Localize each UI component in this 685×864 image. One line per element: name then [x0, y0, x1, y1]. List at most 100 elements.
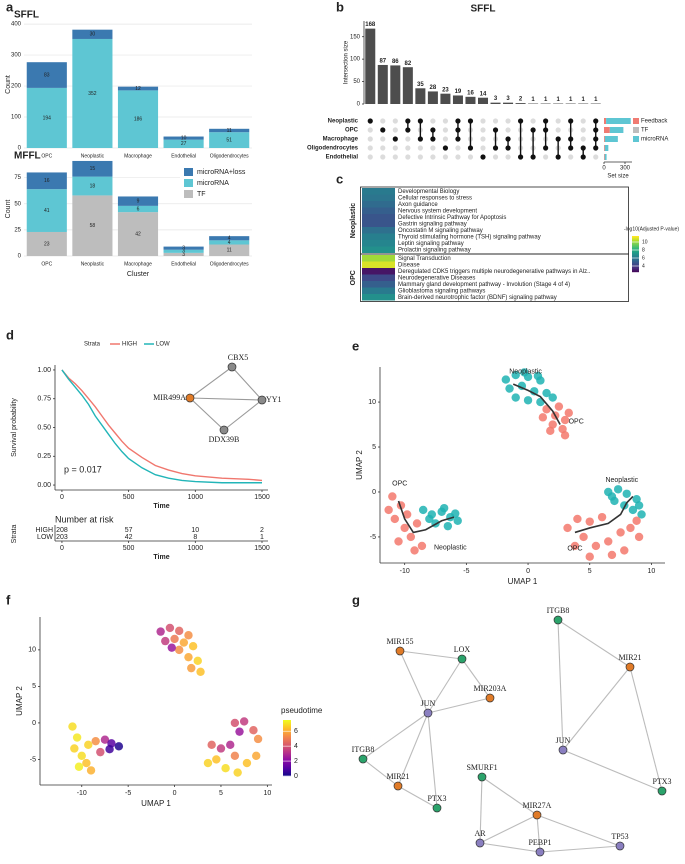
cell-point: [402, 510, 412, 519]
x-tick-label: Neoplastic: [81, 261, 105, 267]
cell-point: [579, 532, 588, 542]
pathway-label: Developmental Biology: [398, 189, 459, 195]
pathway-label: Gastrin signaling pathway: [398, 221, 467, 227]
bar-value-label: 23: [44, 241, 50, 247]
bar-segment: [163, 136, 204, 140]
pathway-label: Nervous system development: [398, 208, 477, 214]
network-node: [185, 393, 195, 403]
colorbar-step: [632, 247, 639, 249]
network-node: [358, 754, 368, 764]
cell-point: [501, 375, 511, 384]
matrix-dot: [530, 127, 536, 133]
cell-point: [212, 755, 221, 764]
matrix-dot-empty: [405, 136, 411, 142]
heat-tile: [362, 188, 395, 195]
cell-point: [242, 758, 252, 768]
y-tick-label: 0: [18, 254, 22, 260]
intersection-value: 28: [430, 85, 437, 91]
colorbar-step: [283, 758, 291, 760]
network-edge: [479, 842, 541, 853]
x-tick-label: 10: [648, 568, 656, 575]
colorbar-step: [283, 771, 291, 773]
risk-count: 42: [125, 534, 133, 541]
colorbar-step: [283, 747, 291, 749]
cell-point: [86, 766, 96, 775]
x-tick-label: OPC: [41, 261, 52, 267]
matrix-dot-empty: [442, 118, 449, 124]
x-axis-label: UMAP 1: [508, 577, 538, 586]
bar-segment: [209, 240, 250, 245]
network-edge: [427, 712, 438, 809]
pathway-label: Deregulated CDK5 triggers multiple neuro…: [398, 269, 591, 275]
bar-value-label: 194: [43, 115, 52, 121]
network-edge: [427, 697, 491, 714]
set-size-bar: [604, 136, 618, 142]
matrix-dot-empty: [543, 154, 549, 160]
bar-segment: [117, 86, 159, 91]
matrix-dot-empty: [480, 118, 486, 124]
bar-segment: [72, 195, 113, 256]
matrix-dot: [392, 136, 398, 142]
x-tick-label: Endothelial: [171, 261, 196, 267]
bar-segment: [26, 189, 67, 232]
panel-label: b: [336, 0, 344, 14]
matrix-dot: [530, 154, 536, 160]
pathway-label: Glioblastoma signaling pathways: [398, 288, 485, 294]
bar-value-label: 27: [181, 141, 187, 147]
x-tick-label: 0: [60, 494, 64, 501]
set-size-bar: [604, 127, 610, 133]
x-tick-label: 500: [123, 494, 135, 501]
matrix-dot-empty: [367, 154, 373, 160]
bar-value-label: 352: [88, 91, 97, 97]
set-label: Endothelial: [326, 155, 359, 161]
bar-value-label: 186: [134, 117, 143, 123]
colorbar-step: [632, 242, 639, 244]
matrix-dot-empty: [392, 145, 398, 151]
y-axis-label: Survival probability: [11, 398, 18, 457]
cluster-annotation: OPC: [392, 481, 407, 488]
matrix-dot-empty: [480, 136, 486, 142]
node-label: PEBP1: [528, 838, 551, 847]
network-edge: [399, 650, 429, 714]
cell-point: [564, 408, 573, 418]
y-tick-label: 100: [11, 115, 22, 121]
y-axis-label: Count: [5, 200, 12, 219]
x-axis-label: Cluster: [127, 271, 150, 278]
bar-segment: [26, 231, 67, 256]
network-edge: [362, 758, 399, 787]
intersection-bar: [427, 91, 438, 104]
colorbar-step: [283, 732, 291, 734]
group-box: [360, 253, 629, 302]
heat-tile: [362, 227, 395, 234]
set-size-bar: [604, 154, 607, 160]
intersection-value: 1: [531, 97, 535, 103]
matrix-dot-empty: [593, 154, 599, 160]
legend-swatch: [633, 136, 639, 142]
colorbar-step: [283, 735, 291, 737]
colorbar-step: [283, 765, 291, 767]
legend-swatch: [184, 168, 193, 176]
y-tick-label: 0.25: [37, 453, 51, 460]
pathway-label: Thyroid stimulating hormone (TSH) signal…: [398, 234, 541, 240]
risk-row-name: LOW: [37, 534, 53, 541]
bar-segment: [209, 236, 250, 241]
legend-label: TF: [641, 128, 649, 134]
y-tick-label: 25: [14, 227, 21, 233]
y-axis-label: Intersection size: [344, 40, 350, 84]
colorbar-tick-label: 2: [294, 758, 298, 765]
y-tick-label: 1.00: [37, 367, 51, 374]
chart-title: SFFL: [471, 4, 496, 15]
matrix-dot: [580, 145, 586, 151]
matrix-dot-empty: [505, 127, 511, 133]
colorbar-step: [632, 258, 639, 260]
bar-value-label: 16: [44, 178, 50, 184]
y-tick-label: 0: [32, 720, 36, 727]
x-tick-label: OPC: [41, 153, 52, 159]
trajectory: [512, 383, 561, 425]
cluster-annotation: OPC: [569, 419, 584, 426]
x-tick-label: Macrophage: [124, 261, 152, 267]
network-node: [219, 425, 229, 435]
intersection-value: 16: [467, 90, 474, 96]
colorbar-step: [632, 257, 639, 259]
y-tick-label: 0.50: [37, 424, 51, 431]
